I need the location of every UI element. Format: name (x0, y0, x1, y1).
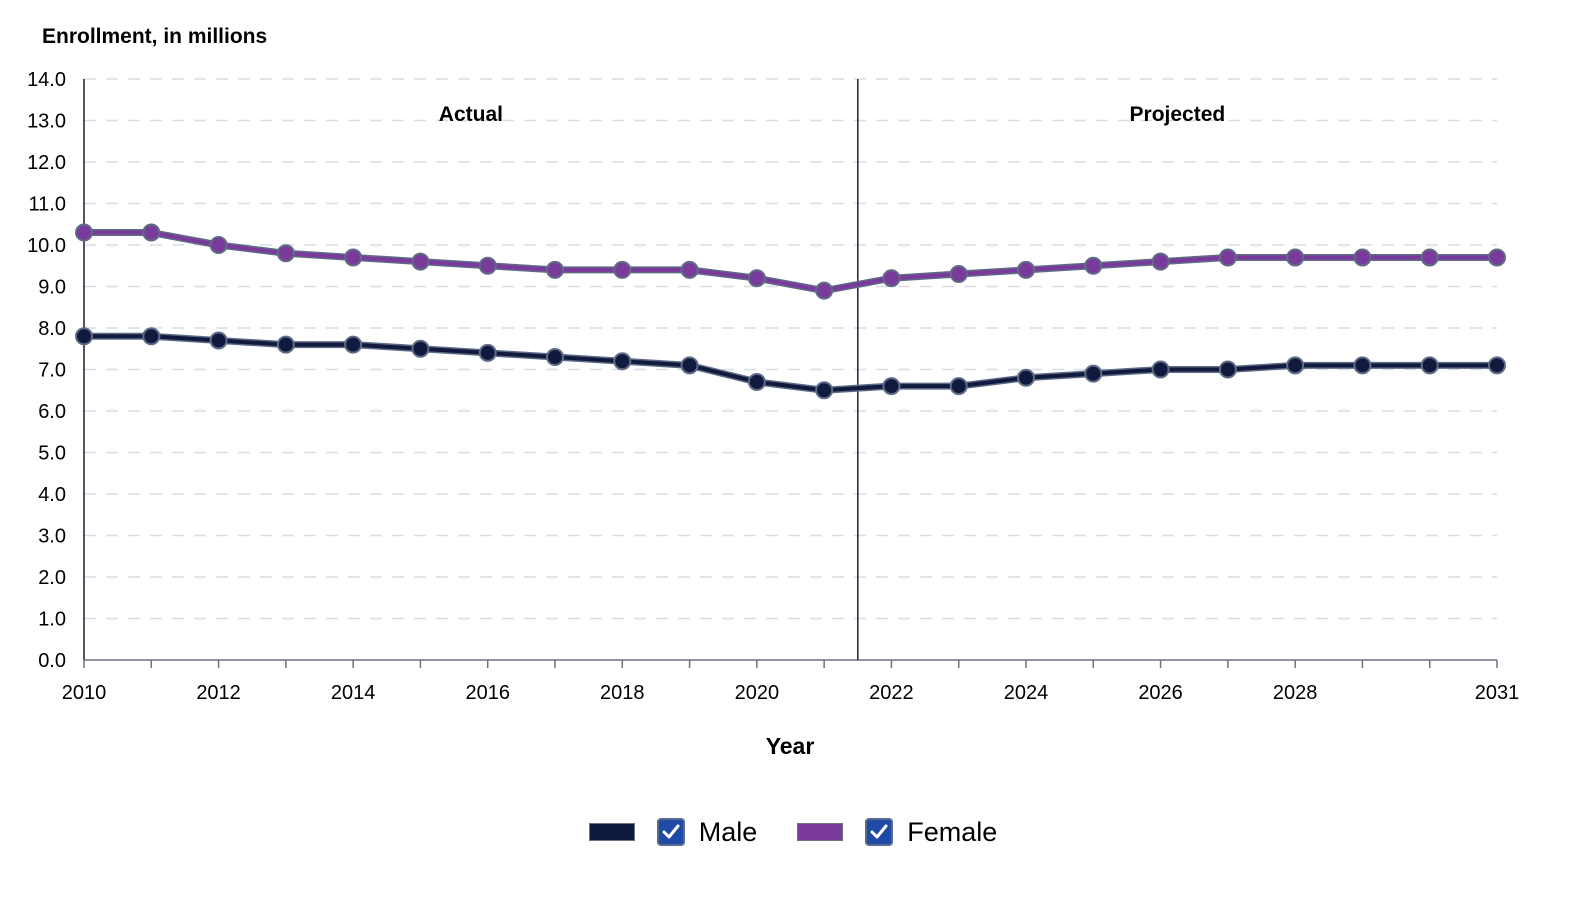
region-label-projected: Projected (1130, 103, 1226, 126)
data-point-male[interactable] (1084, 364, 1103, 383)
x-tick-label: 2020 (735, 682, 780, 704)
series-line-female (84, 230, 1497, 293)
x-tick-label: 2024 (1004, 682, 1049, 704)
data-point-female[interactable] (1488, 248, 1506, 267)
x-tick-label: 2016 (465, 682, 510, 704)
data-point-male[interactable] (949, 377, 968, 396)
x-tick-label: 2028 (1273, 682, 1318, 704)
series-lines (75, 223, 1506, 400)
y-axis-title: Enrollment, in millions (42, 25, 267, 48)
x-tick-label: 2014 (331, 682, 376, 704)
series-line-male (84, 334, 1497, 393)
data-point-female[interactable] (209, 236, 228, 254)
y-tick-label: 2.0 (38, 567, 66, 589)
x-tick-label: 2012 (196, 682, 241, 704)
y-tick-label: 11.0 (29, 194, 66, 216)
data-point-female[interactable] (1084, 256, 1103, 275)
data-point-male[interactable] (1151, 360, 1170, 379)
x-tick-label: 2031 (1475, 682, 1520, 704)
legend-item-male[interactable]: Male (588, 816, 758, 848)
checkbox-male[interactable] (656, 818, 685, 846)
data-point-female[interactable] (747, 269, 766, 288)
legend-item-female[interactable]: Female (797, 817, 997, 848)
series-outline-female (84, 229, 1497, 295)
x-tick-label: 2018 (600, 682, 645, 704)
legend-label-male: Male (698, 816, 758, 847)
x-axis: 2010 2012 2014 2016 2018 2020 2022 2024 2026 2028… (62, 79, 1520, 704)
data-point-female[interactable] (613, 260, 632, 279)
y-tick-label: 8.0 (38, 318, 66, 340)
legend-label-female: Female (907, 816, 998, 847)
data-point-female[interactable] (815, 281, 834, 300)
data-point-female[interactable] (1218, 248, 1237, 267)
y-tick-label: 13.0 (27, 111, 66, 133)
data-point-male[interactable] (411, 339, 430, 358)
data-point-male[interactable] (546, 348, 564, 367)
data-point-male[interactable] (209, 331, 228, 350)
data-point-male[interactable] (1286, 356, 1305, 375)
y-tick-label: 7.0 (38, 360, 66, 382)
data-point-male[interactable] (882, 377, 901, 396)
data-point-female[interactable] (411, 252, 430, 271)
region-label-actual: Actual (439, 103, 503, 126)
enrollment-line-chart: Enrollment, in millions 0.0 1.0 2.0 3.0 4.0 5… (27, 25, 1520, 759)
region-labels: Actual Projected (439, 103, 1225, 126)
data-point-female[interactable] (546, 260, 564, 279)
legend-swatch-female (797, 823, 844, 841)
data-point-female[interactable] (142, 223, 161, 242)
x-tick-label: 2022 (869, 682, 914, 704)
y-axis-ticks: 0.0 1.0 2.0 3.0 4.0 5.0 6.0 7.0 8.0 9.0 10.0 11.0 12… (27, 69, 66, 672)
y-tick-label: 5.0 (38, 443, 66, 465)
check-icon (870, 824, 888, 839)
data-point-female[interactable] (75, 223, 93, 242)
y-tick-label: 10.0 (27, 235, 66, 257)
x-axis-title: Year (766, 733, 815, 759)
data-point-female[interactable] (949, 265, 968, 284)
data-point-female[interactable] (1017, 260, 1035, 279)
x-tick-label: 2026 (1138, 682, 1183, 704)
data-point-female[interactable] (276, 244, 295, 263)
data-point-female[interactable] (1420, 248, 1439, 267)
data-point-male[interactable] (1017, 368, 1035, 387)
y-tick-label: 0.0 (38, 650, 66, 672)
data-point-female[interactable] (1151, 252, 1170, 271)
y-tick-label: 12.0 (27, 152, 66, 174)
data-point-female[interactable] (1286, 248, 1305, 267)
data-point-male[interactable] (747, 372, 766, 391)
data-point-male[interactable] (680, 356, 699, 375)
data-point-male[interactable] (478, 343, 497, 362)
data-point-male[interactable] (75, 327, 93, 346)
checkbox-female[interactable] (865, 818, 894, 846)
data-point-female[interactable] (882, 269, 901, 288)
y-tick-label: 4.0 (38, 484, 66, 506)
x-tick-label: 2010 (62, 682, 107, 704)
data-point-male[interactable] (1488, 356, 1506, 375)
y-tick-label: 14.0 (27, 69, 66, 91)
data-point-female[interactable] (680, 260, 699, 279)
y-tick-label: 3.0 (38, 526, 66, 548)
data-point-female[interactable] (1353, 248, 1372, 267)
data-point-male[interactable] (1218, 360, 1237, 379)
legend: Male Female (0, 812, 1586, 852)
data-point-female[interactable] (478, 256, 497, 275)
gridlines (84, 78, 1497, 620)
data-point-male[interactable] (344, 335, 363, 354)
data-point-male[interactable] (1420, 356, 1439, 375)
data-point-male[interactable] (613, 352, 632, 371)
data-point-male[interactable] (815, 381, 834, 400)
data-point-male[interactable] (1353, 356, 1372, 375)
y-tick-label: 6.0 (38, 401, 66, 423)
y-tick-label: 1.0 (38, 609, 66, 631)
data-point-female[interactable] (344, 248, 363, 267)
data-point-male[interactable] (276, 335, 295, 354)
data-point-male[interactable] (142, 327, 161, 346)
y-tick-label: 9.0 (38, 277, 66, 299)
check-icon (662, 824, 680, 839)
legend-swatch-male (588, 823, 635, 841)
